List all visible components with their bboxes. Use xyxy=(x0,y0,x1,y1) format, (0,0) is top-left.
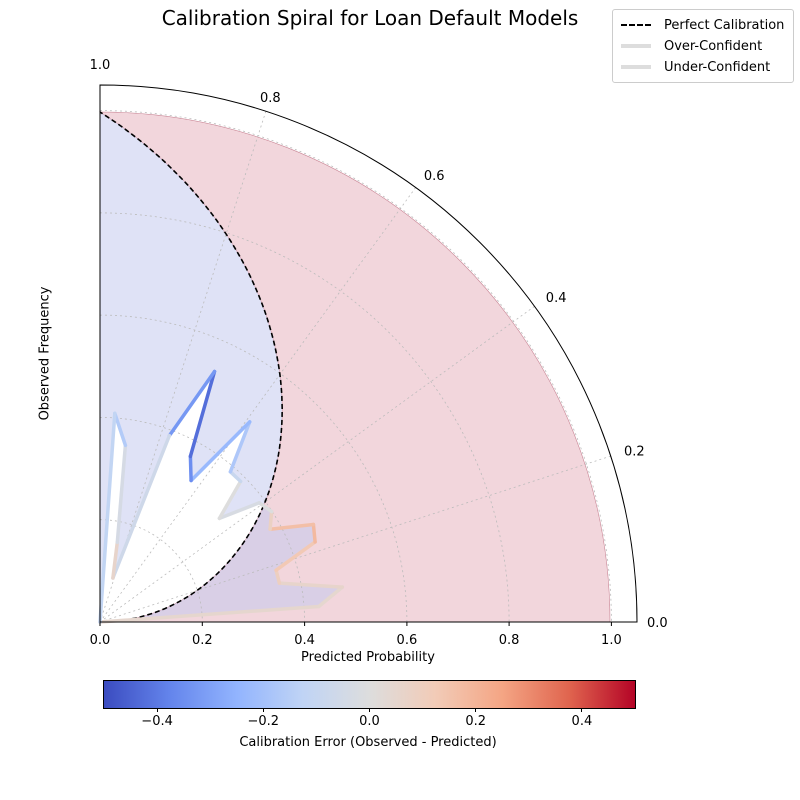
spiral-segment xyxy=(268,522,316,531)
colorbar-tick-mark xyxy=(581,708,583,712)
grid-arc xyxy=(99,417,305,623)
polar-grid xyxy=(99,110,612,623)
x-tick-label: 0.8 xyxy=(499,633,520,648)
spiral-segment xyxy=(189,420,252,483)
x-tick-label: 0.2 xyxy=(192,633,213,648)
colorbar-tick-label: −0.2 xyxy=(247,714,280,729)
spiral-segment xyxy=(111,433,172,580)
legend-label: Under-Confident xyxy=(664,59,771,75)
legend-item-over: Over-Confident xyxy=(621,36,762,56)
spiral-segment xyxy=(257,501,274,514)
theta-tick-label: 0.2 xyxy=(624,445,645,460)
x-tick-label: 0.0 xyxy=(90,633,111,648)
spiral-segment xyxy=(98,411,117,624)
spiral-segment xyxy=(188,369,217,459)
colorbar-tick-label: 0.2 xyxy=(465,714,487,729)
theta-tick-label: 0.0 xyxy=(647,616,668,631)
spiral-segment xyxy=(115,443,128,545)
polar-frame xyxy=(99,84,638,623)
spiral-segment xyxy=(317,585,345,609)
spiral-segment xyxy=(228,470,243,484)
colorbar-tick-label: −0.4 xyxy=(141,714,173,729)
chart-title: Calibration Spiral for Loan Default Mode… xyxy=(161,6,579,30)
colorbar xyxy=(103,680,636,709)
spiral-segment xyxy=(268,509,274,531)
colorbar-tick-label: 0.0 xyxy=(359,714,380,729)
under-confident-region xyxy=(100,112,343,622)
grid-arc xyxy=(99,314,408,623)
spiral-segment xyxy=(274,568,282,585)
legend: Perfect Calibration Over-Confident Under… xyxy=(612,9,794,83)
region-fills xyxy=(98,111,611,623)
y-axis-label: Observed Frequency xyxy=(37,286,53,421)
spiral-segment xyxy=(113,411,128,448)
spiral-segment xyxy=(217,479,243,521)
calibration-spiral xyxy=(98,111,345,624)
spiral-segment xyxy=(111,540,120,580)
theta-tick-label: 1.0 xyxy=(90,58,111,73)
spiral-segment xyxy=(188,454,193,483)
theta-tick-label: 0.6 xyxy=(424,169,445,184)
legend-label: Over-Confident xyxy=(664,38,763,54)
legend-item-perfect: Perfect Calibration xyxy=(621,15,784,35)
spiral-segment xyxy=(98,604,321,624)
grid-arc xyxy=(99,519,203,623)
spiral-segment xyxy=(167,369,217,438)
x-axis-label: Predicted Probability xyxy=(301,650,435,665)
tick-labels: 0.0 0.2 0.4 0.6 0.8 1.0 0.0 0.2 0.4 0.6 0.8 1.0 xyxy=(90,58,668,648)
colorbar-tick-mark xyxy=(369,708,370,712)
spiral-segment xyxy=(277,581,345,589)
colorbar-label: Calibration Error (Observed - Predicted) xyxy=(239,735,497,750)
legend-item-under: Under-Confident xyxy=(621,57,770,77)
spiral-segment xyxy=(217,501,261,521)
grid-arc xyxy=(99,212,510,623)
grid-arc xyxy=(99,110,612,623)
spiral-segment xyxy=(311,522,317,544)
spiral-segment xyxy=(274,540,317,572)
theta-tick-label: 0.4 xyxy=(546,291,567,306)
spiral-segment xyxy=(228,420,252,474)
x-tick-label: 1.0 xyxy=(601,633,622,648)
colorbar-tick-label: 0.4 xyxy=(571,714,593,729)
polar-outline xyxy=(99,84,638,623)
theta-tick-label: 0.8 xyxy=(260,91,281,106)
legend-label: Perfect Calibration xyxy=(664,17,785,33)
colorbar-tick-mark xyxy=(262,708,264,712)
x-tick-label: 0.6 xyxy=(397,633,418,648)
colorbar-tick-mark xyxy=(156,708,158,712)
colorbar-tick-mark xyxy=(475,708,477,712)
x-tick-label: 0.4 xyxy=(294,633,315,648)
